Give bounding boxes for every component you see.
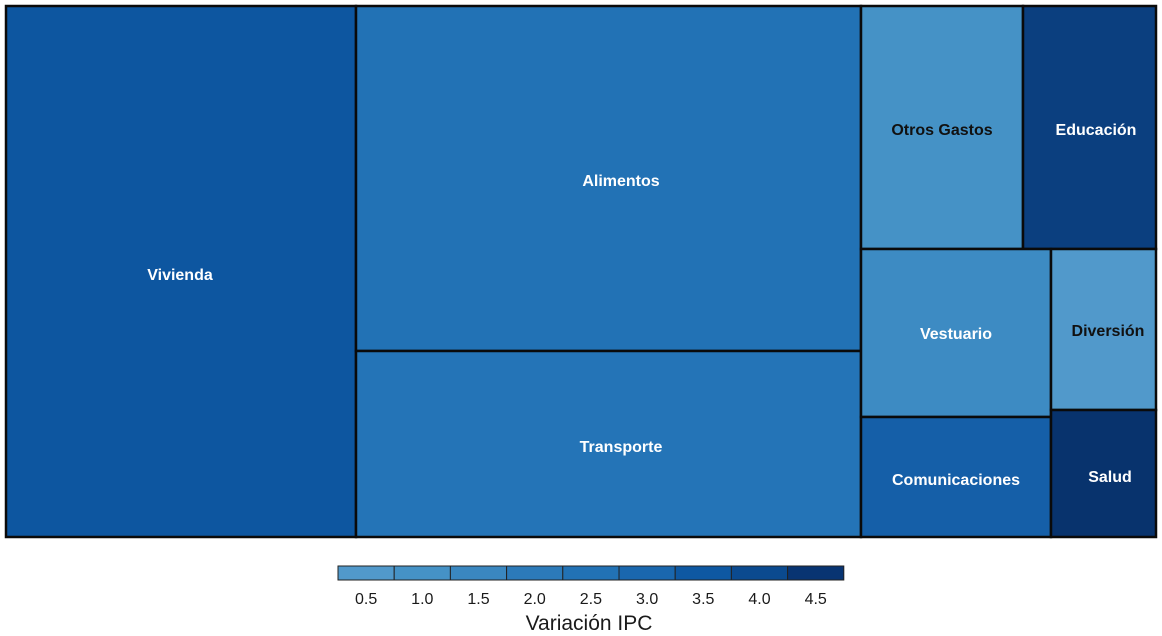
- tile-label-comunicaciones: Comunicaciones: [892, 472, 1020, 489]
- tile-label-diversion: Diversión: [1072, 323, 1145, 340]
- legend-tick-label: 3.0: [636, 591, 658, 608]
- legend-tick-label: 4.0: [748, 591, 770, 608]
- legend-swatch: [337, 565, 395, 581]
- legend-swatch: [674, 565, 732, 581]
- tile-label-alimentos: Alimentos: [582, 173, 659, 190]
- tile-label-salud: Salud: [1088, 469, 1132, 486]
- tile-label-vivienda: Vivienda: [147, 267, 213, 284]
- tile-transporte: [354, 349, 863, 539]
- tile-label-vestuario: Vestuario: [920, 326, 992, 343]
- tile-label-educacion: Educación: [1056, 122, 1137, 139]
- legend-tick-label: 3.5: [692, 591, 714, 608]
- legend-swatch: [730, 565, 789, 581]
- tile-label-otros-gastos: Otros Gastos: [891, 122, 992, 139]
- legend-tick-label: 2.0: [524, 591, 546, 608]
- tile-comunicaciones: [859, 415, 1053, 539]
- color-legend: 0.5 1.0 1.5 2.0 2.5 3.0 3.5 4.0 4.5 Variación IP…: [337, 565, 845, 635]
- tile-salud: [1049, 408, 1158, 539]
- treemap-chart: Vivienda Alimentos Transporte Otros Gastos E…: [4, 4, 1158, 539]
- legend-swatch: [393, 565, 451, 581]
- tile-label-transporte: Transporte: [580, 439, 663, 456]
- legend-swatch: [506, 565, 564, 581]
- legend-tick-label: 2.5: [580, 591, 602, 608]
- tile-vestuario: [859, 247, 1053, 419]
- legend-swatch: [618, 565, 676, 581]
- legend-tick-label: 1.0: [411, 591, 433, 608]
- tile-vivienda: [4, 4, 358, 539]
- legend-title: Variación IPC: [526, 612, 653, 635]
- tile-otros-gastos: [859, 4, 1025, 251]
- legend-tick-label: 4.5: [805, 591, 827, 608]
- tile-alimentos: [354, 4, 863, 353]
- legend-swatch: [787, 565, 845, 581]
- legend-tick-label: 0.5: [355, 591, 377, 608]
- legend-tick-label: 1.5: [467, 591, 489, 608]
- legend-swatch: [449, 565, 508, 581]
- legend-swatch: [562, 565, 620, 581]
